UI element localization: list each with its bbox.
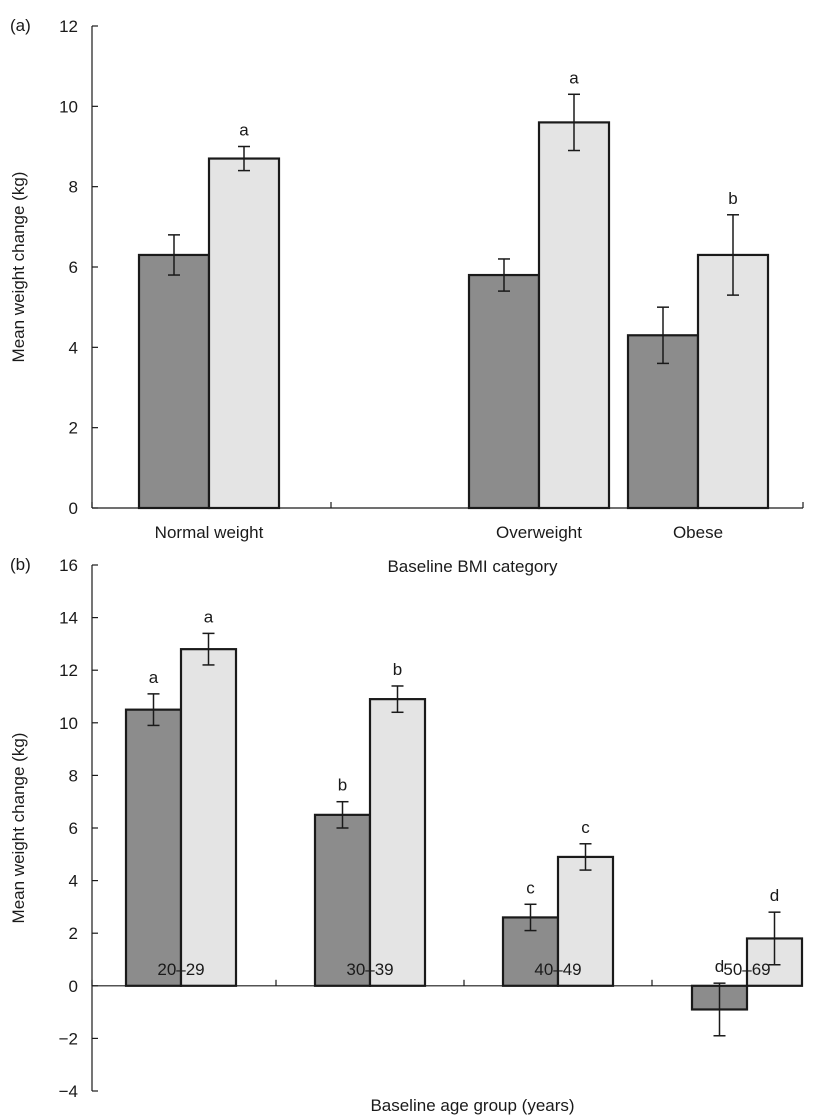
y-tick-label: 14	[59, 609, 78, 628]
bar-30-39-series-1	[368, 698, 427, 987]
x-tick-label: Overweight	[496, 523, 582, 542]
y-tick-label: 10	[59, 97, 78, 116]
y-tick-label: 0	[69, 977, 78, 996]
panel-label: (b)	[10, 555, 31, 574]
chart-panel-1: (b) −4 −2 0 2 4 6 8 10 12 14 16 a a 20–29 b b 30–39 c c 40–4…	[9, 555, 804, 1115]
y-axis-title: Mean weight change (kg)	[9, 733, 28, 924]
x-tick-label: 20–29	[157, 960, 204, 979]
y-axis-title: Mean weight change (kg)	[9, 172, 28, 363]
y-tick-label: −4	[59, 1082, 78, 1101]
bar-20-29-series-0	[124, 708, 183, 987]
significance-label: a	[239, 121, 249, 140]
x-tick-label: Normal weight	[155, 523, 264, 542]
y-tick-label: 2	[69, 924, 78, 943]
y-tick-label: 8	[69, 178, 78, 197]
significance-label: b	[728, 189, 737, 208]
x-tick-label: Obese	[673, 523, 723, 542]
significance-label: d	[715, 957, 724, 976]
bar-obese-series-1	[696, 253, 770, 510]
bar-normal-weight-series-1	[207, 157, 281, 510]
y-tick-label: −2	[59, 1029, 78, 1048]
x-tick-label: 50–69	[723, 960, 770, 979]
significance-label: a	[149, 668, 159, 687]
y-tick-label: 6	[69, 819, 78, 838]
y-tick-label: 10	[59, 714, 78, 733]
y-tick-label: 12	[59, 17, 78, 36]
bar-30-39-series-0	[313, 813, 372, 987]
bar-overweight-series-0	[467, 273, 541, 510]
x-axis-title: Baseline BMI category	[387, 557, 558, 576]
y-tick-label: 4	[69, 338, 78, 357]
y-tick-label: 2	[69, 419, 78, 438]
bar-20-29-series-1	[179, 648, 238, 987]
significance-label: c	[526, 878, 535, 897]
x-axis-title: Baseline age group (years)	[370, 1096, 574, 1115]
significance-label: a	[204, 607, 214, 626]
chart-panel-0: (a) 0 2 4 6 8 10 12 a Normal weight a Overweight b Ob…	[9, 16, 804, 576]
y-tick-label: 6	[69, 258, 78, 277]
y-tick-label: 8	[69, 766, 78, 785]
y-tick-label: 0	[69, 499, 78, 518]
bar-overweight-series-1	[537, 121, 611, 510]
x-tick-label: 30–39	[346, 960, 393, 979]
y-tick-label: 4	[69, 872, 78, 891]
significance-label: b	[393, 660, 402, 679]
panel-label: (a)	[10, 16, 31, 35]
significance-label: d	[770, 886, 779, 905]
bar-normal-weight-series-0	[137, 253, 211, 510]
x-tick-label: 40–49	[534, 960, 581, 979]
significance-label: b	[338, 776, 347, 795]
significance-label: c	[581, 818, 590, 837]
y-tick-label: 12	[59, 661, 78, 680]
y-tick-label: 16	[59, 556, 78, 575]
significance-label: a	[569, 68, 579, 87]
